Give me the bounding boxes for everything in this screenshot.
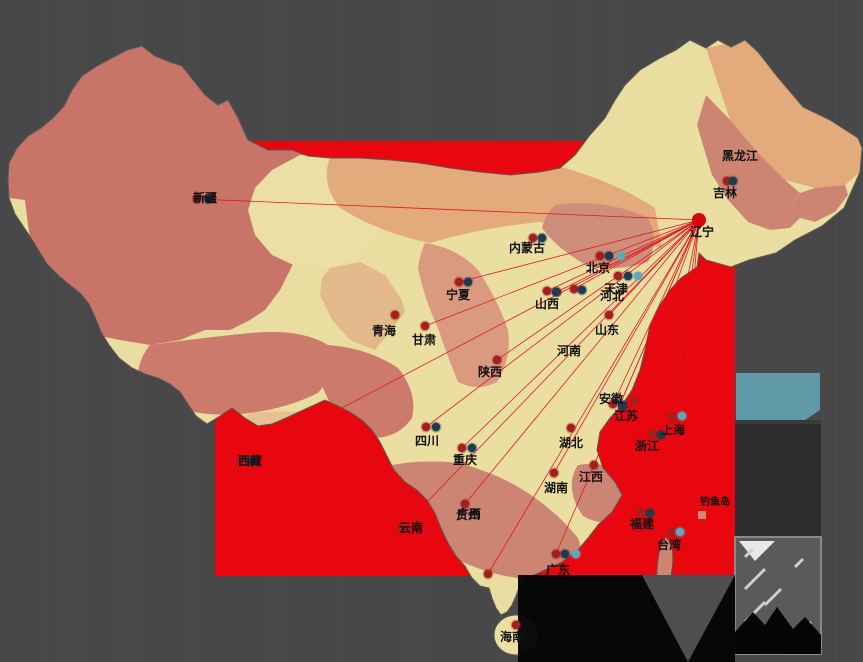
- svg-text:湖北: 湖北: [559, 435, 583, 450]
- svg-text:广西: 广西: [457, 506, 481, 521]
- svg-text:广东: 广东: [546, 562, 570, 577]
- svg-text:重庆: 重庆: [453, 452, 477, 467]
- svg-text:吉林: 吉林: [713, 185, 737, 200]
- svg-text:宁夏: 宁夏: [446, 287, 471, 302]
- svg-text:浙江: 浙江: [635, 438, 659, 453]
- svg-text:北京: 北京: [586, 260, 610, 275]
- svg-text:内蒙古: 内蒙古: [509, 240, 545, 255]
- svg-text:河南: 河南: [556, 343, 581, 358]
- svg-text:西藏: 西藏: [238, 453, 262, 468]
- svg-text:新疆: 新疆: [193, 190, 217, 205]
- svg-text:山西: 山西: [535, 296, 559, 311]
- svg-text:上海: 上海: [661, 422, 685, 437]
- svg-text:陕西: 陕西: [478, 364, 502, 379]
- svg-text:江苏: 江苏: [614, 408, 638, 423]
- svg-text:海南: 海南: [500, 629, 524, 644]
- svg-text:辽宁: 辽宁: [690, 224, 714, 239]
- svg-text:四川: 四川: [415, 434, 439, 448]
- svg-text:云南: 云南: [399, 520, 423, 535]
- svg-text:黑龙江: 黑龙江: [722, 148, 758, 163]
- svg-text:安徽: 安徽: [599, 391, 624, 406]
- svg-text:湖南: 湖南: [544, 480, 568, 495]
- svg-text:山东: 山东: [595, 322, 619, 337]
- svg-text:青海: 青海: [372, 323, 396, 338]
- svg-text:钓鱼岛: 钓鱼岛: [700, 495, 730, 508]
- svg-text:天津: 天津: [604, 281, 628, 296]
- svg-text:台湾: 台湾: [657, 537, 681, 552]
- svg-text:江西: 江西: [579, 469, 603, 484]
- svg-text:甘肃: 甘肃: [412, 332, 436, 347]
- svg-text:福建: 福建: [629, 516, 655, 531]
